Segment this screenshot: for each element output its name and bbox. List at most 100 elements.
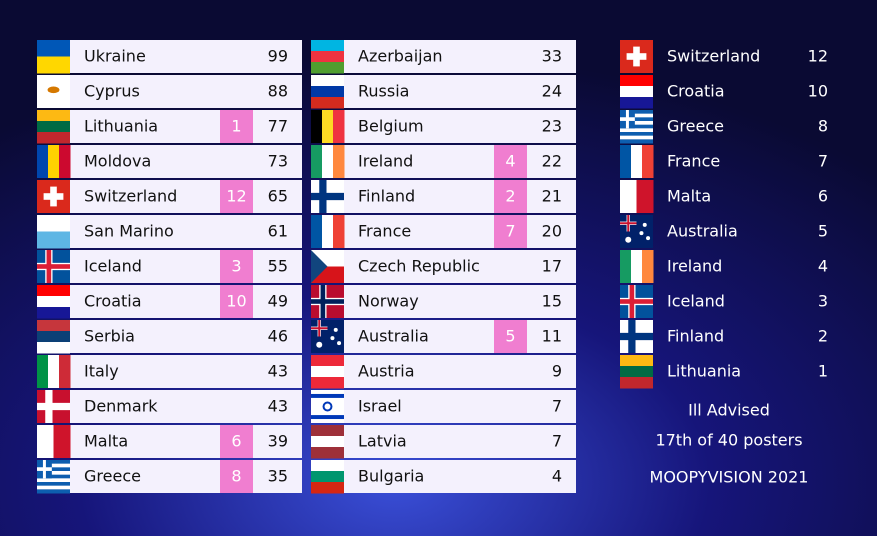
points-received: 4 [505, 152, 515, 171]
flag [37, 285, 70, 319]
flag-part [311, 482, 344, 494]
country-name: Bulgaria [358, 467, 424, 486]
total-score: 17 [542, 257, 562, 276]
vote-country: Greece [667, 117, 724, 136]
flag [311, 425, 344, 459]
flag-part [37, 482, 70, 487]
vote-country: France [667, 152, 720, 171]
flag [620, 145, 654, 178]
flag-part [37, 489, 70, 494]
row-background [37, 180, 302, 213]
flag-part [620, 124, 653, 129]
total-score: 46 [268, 327, 288, 346]
row-background [37, 215, 302, 248]
flag-part [37, 404, 70, 409]
flag-part [330, 336, 335, 341]
points-received: 10 [226, 292, 246, 311]
flag [311, 250, 344, 283]
flag-part [620, 180, 637, 213]
flag-part [37, 307, 70, 319]
row-background [311, 425, 576, 458]
flag [37, 110, 70, 144]
flag-part [311, 436, 344, 448]
total-score: 9 [552, 362, 562, 381]
flag-part [620, 377, 653, 389]
flag-part [642, 222, 647, 227]
flag-part [631, 145, 643, 178]
country-name: Malta [84, 432, 128, 451]
country-name: Australia [358, 327, 429, 346]
vote-country: Lithuania [667, 362, 741, 381]
flag-part [627, 215, 630, 232]
row-background [311, 215, 576, 248]
country-name: Croatia [84, 292, 142, 311]
flag [620, 110, 653, 144]
flag-part [37, 460, 70, 465]
points-box [494, 215, 527, 248]
flag-part [37, 478, 70, 483]
flag-part [625, 236, 632, 243]
points-box [220, 180, 253, 213]
points-received: 6 [231, 432, 241, 451]
total-score: 55 [268, 257, 288, 276]
flag-part [311, 86, 344, 98]
vote-points: 6 [818, 187, 828, 206]
total-score: 22 [542, 152, 562, 171]
flag [620, 355, 653, 389]
flag [311, 40, 344, 74]
flag-part [620, 121, 653, 126]
flag-part [620, 139, 653, 144]
total-score: 43 [268, 397, 288, 416]
flag-part [311, 110, 323, 143]
row-background [311, 390, 576, 423]
total-score: 24 [542, 82, 562, 101]
flag-part [322, 215, 334, 248]
vote-points: 3 [818, 292, 828, 311]
flag-part [311, 51, 344, 63]
flag [311, 110, 345, 143]
total-score: 20 [542, 222, 562, 241]
total-score: 39 [268, 432, 288, 451]
flag-part [37, 56, 70, 74]
vote-country: Australia [667, 222, 738, 241]
flag-part [631, 250, 643, 283]
flag-part [37, 331, 70, 343]
flag-part [333, 327, 338, 332]
row-background [311, 180, 576, 213]
country-name: France [358, 222, 411, 241]
flag-part [37, 215, 70, 232]
vote-country: Croatia [667, 82, 725, 101]
points-box [494, 320, 527, 353]
row-background [37, 75, 302, 108]
vote-country: Malta [667, 187, 711, 206]
country-name: Ireland [358, 152, 413, 171]
flag-part [37, 145, 49, 178]
flag [311, 390, 344, 423]
flag-part [316, 341, 323, 348]
flag-part [311, 299, 344, 304]
flag [311, 285, 344, 318]
flag [37, 355, 71, 388]
flag-part [37, 467, 70, 472]
flag-part [620, 334, 653, 339]
flag-part [333, 110, 345, 143]
country-name: Switzerland [84, 187, 177, 206]
row-background [37, 40, 302, 73]
flag-part [37, 264, 70, 269]
flag-part [620, 135, 653, 140]
flag-part [47, 86, 60, 94]
flag-part [620, 355, 653, 367]
country-name: Cyprus [84, 82, 140, 101]
flag [311, 75, 344, 109]
total-score: 35 [268, 467, 288, 486]
row-background [37, 285, 302, 318]
country-name: Israel [358, 397, 402, 416]
flag-part [620, 145, 632, 178]
points-received: 2 [505, 187, 515, 206]
row-background [311, 460, 576, 493]
flag-part [37, 40, 70, 57]
vote-points: 2 [818, 327, 828, 346]
row-background [311, 285, 576, 318]
flag [37, 250, 70, 283]
flag-part [620, 113, 653, 118]
